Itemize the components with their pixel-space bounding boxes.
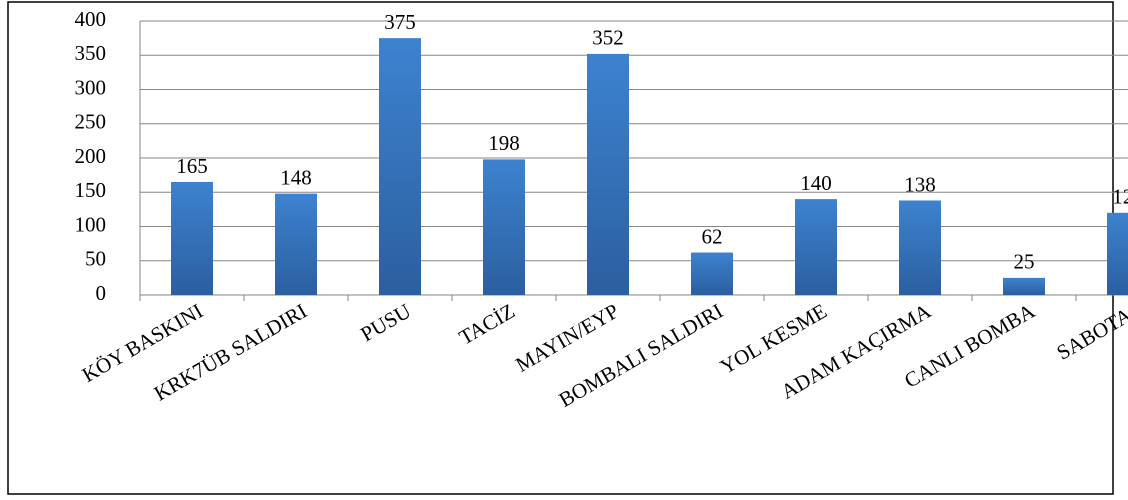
bar [275,193,317,295]
bar [691,252,733,295]
value-label: 140 [800,171,832,195]
bar [1107,212,1128,295]
y-tick-label: 50 [85,247,106,271]
value-label: 198 [488,131,520,155]
value-label: 148 [280,165,312,189]
bar [795,199,837,295]
bar [483,159,525,295]
y-tick-label: 400 [75,7,107,31]
y-tick-label: 150 [75,178,107,202]
value-label: 120 [1112,185,1128,209]
x-tick-label: TACİZ [455,299,519,350]
bar [587,53,629,295]
y-tick-label: 300 [75,75,107,99]
x-tick-label: SABOTAJ [1053,299,1128,365]
value-label: 375 [384,10,416,34]
value-label: 138 [904,172,936,196]
value-label: 25 [1014,250,1035,274]
x-tick-label: PUSU [356,299,415,347]
bar [171,181,213,295]
y-tick-label: 200 [75,144,107,168]
value-label: 352 [592,26,624,50]
y-tick-label: 250 [75,110,107,134]
y-tick-label: 350 [75,41,107,65]
value-label: 165 [176,154,208,178]
y-tick-label: 100 [75,212,107,236]
bar [379,38,421,295]
bar [899,200,941,295]
bar [1003,277,1045,295]
value-label: 62 [702,224,723,248]
y-tick-label: 0 [96,281,107,305]
